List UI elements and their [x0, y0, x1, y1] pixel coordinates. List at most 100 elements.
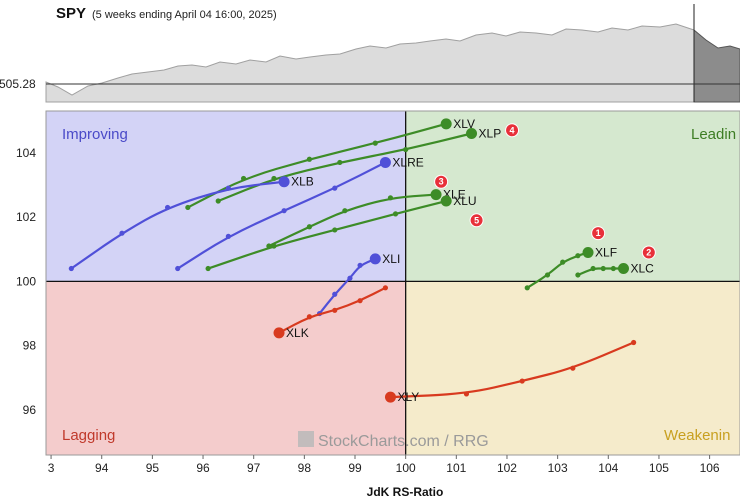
y-tick-label: 100: [16, 274, 36, 288]
series-point-xlc: [610, 265, 616, 272]
price-area-recent: [693, 28, 740, 103]
series-label-xlk: XLK: [286, 326, 309, 340]
series-label-xlv: XLV: [453, 117, 475, 131]
marker-4: 4: [505, 123, 520, 138]
plot-frame: [45, 110, 740, 456]
quadrant-leading: [405, 111, 740, 282]
series-point-xlf: [544, 272, 551, 278]
marker-circle-1: [591, 226, 606, 241]
series-point-xlu: [271, 243, 277, 249]
series-xly: XLY: [384, 339, 637, 404]
series-line-xlv: [186, 122, 448, 209]
x-tick-label: 99: [348, 461, 362, 475]
marker-label-5: 5: [474, 215, 479, 225]
series-line-xlb: [70, 180, 286, 270]
x-tick-label: 105: [649, 461, 669, 475]
quadrant-label-weakening: Weakenin: [664, 427, 730, 444]
series-point-xlb: [225, 185, 231, 191]
series-point-xlf: [575, 253, 581, 259]
series-point-xlk: [382, 285, 389, 291]
series-line-xlre: [176, 161, 387, 270]
series-point-xlp: [337, 159, 343, 166]
series-xli: XLI: [316, 252, 400, 317]
marker-1: 1: [591, 226, 606, 241]
series-point-xlu: [332, 227, 338, 233]
y-tick-label: 102: [16, 210, 36, 224]
series-point-xle: [306, 224, 313, 230]
price-area: [45, 23, 695, 103]
series-point-xle: [387, 195, 394, 201]
marker-label-4: 4: [510, 125, 515, 135]
watermark-logo-icon: [298, 431, 314, 447]
series-head-xli: [369, 253, 381, 265]
quadrant-label-lagging: Lagging: [62, 427, 115, 444]
series-head-xlv: [440, 118, 452, 130]
marker-label-2: 2: [646, 247, 651, 257]
series-point-xlv: [185, 204, 191, 211]
y-tick-label: 96: [23, 403, 37, 417]
x-tick-label: 3: [48, 461, 55, 475]
series-line-xlu: [207, 199, 448, 270]
series-point-xli: [332, 291, 338, 297]
series-point-xlk: [357, 298, 363, 304]
series-point-xlk: [332, 307, 338, 313]
watermark-text: StockCharts.com / RRG: [318, 433, 489, 450]
x-tick-label: 100: [396, 461, 416, 475]
x-axis-title: JdK RS-Ratio: [367, 485, 444, 499]
header-band: SPY (5 weeks ending April 04 16:00, 2025…: [0, 4, 740, 103]
x-tick-label: 98: [298, 461, 312, 475]
series-xlp: XLP: [215, 127, 501, 204]
series-point-xlp: [271, 175, 277, 182]
series-xlv: XLV: [185, 117, 475, 211]
x-tick-label: 102: [497, 461, 517, 475]
series-head-xlk: [273, 327, 285, 339]
symbol-title: SPY: [56, 5, 86, 22]
series-xlb: XLB: [68, 175, 314, 272]
series-label-xlu: XLU: [453, 194, 476, 208]
series-xlre: XLRE: [175, 155, 424, 272]
series-point-xlv: [240, 175, 247, 182]
series-point-xlb: [164, 204, 171, 211]
series-point-xlp: [215, 198, 221, 204]
series-xlu: XLU: [205, 194, 477, 272]
marker-2: 2: [641, 245, 656, 260]
series-head-xly: [384, 391, 396, 403]
plot-area: Improving Leadin Lagging Weakenin StockC…: [16, 110, 740, 475]
series-head-xlf: [582, 246, 594, 258]
x-tick-label: 95: [146, 461, 160, 475]
marker-5: 5: [469, 213, 484, 228]
series-point-xlp: [403, 146, 409, 153]
x-tick-label: 96: [196, 461, 210, 475]
price-label: 505.28: [0, 77, 36, 91]
series-point-xlu: [392, 211, 399, 217]
series-point-xlb: [119, 230, 125, 236]
series-head-xlb: [278, 176, 290, 188]
series-label-xlb: XLB: [291, 175, 314, 189]
series-point-xlb: [68, 265, 74, 272]
series-point-xlv: [306, 156, 313, 162]
series-point-xli: [347, 275, 353, 281]
series-xlk: XLK: [273, 285, 389, 340]
axis-ticks: 3 94 95 96 97 98 99 100 101 102 103 104 105 106 96 98 10…: [16, 146, 720, 475]
quadrant-improving: [46, 111, 406, 282]
series-line-xle: [267, 193, 438, 248]
series-point-xly: [463, 391, 470, 397]
x-tick-label: 97: [247, 461, 261, 475]
marker-label-3: 3: [439, 177, 444, 187]
series-label-xli: XLI: [382, 252, 400, 266]
series-label-xlre: XLRE: [392, 155, 423, 169]
series-line-xlp: [217, 132, 473, 203]
series-point-xlf: [524, 285, 530, 291]
x-tick-label: 106: [700, 461, 720, 475]
series-point-xly: [519, 378, 525, 384]
series-point-xlf: [560, 259, 566, 265]
marker-layer: 1 2 3 4 5: [434, 123, 656, 260]
series-head-xlu: [440, 195, 452, 207]
series-head-xle: [430, 189, 442, 201]
series-xlc: XLC: [575, 262, 654, 278]
series-point-xlc: [575, 272, 581, 278]
x-tick-label: 94: [95, 461, 109, 475]
x-tick-label: 101: [446, 461, 466, 475]
